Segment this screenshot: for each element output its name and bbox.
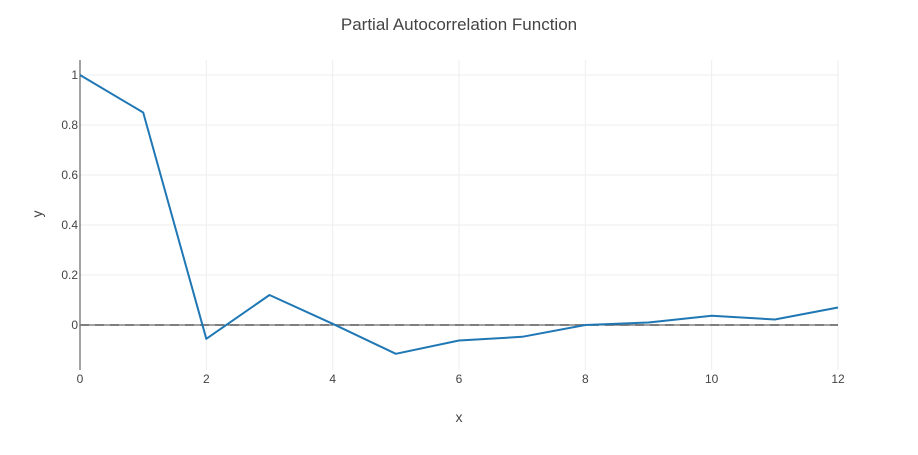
x-tick-label: 6 <box>456 372 463 386</box>
y-tick-label: 0.4 <box>61 218 78 232</box>
x-tick-label: 4 <box>329 372 336 386</box>
y-tick-label: 0.6 <box>61 168 78 182</box>
tick-labels: 0 2 4 6 8 10 12 0 0.2 0.4 0.6 0.8 1 <box>61 68 845 386</box>
x-tick-label: 12 <box>831 372 845 386</box>
y-tick-label: 0.8 <box>61 118 78 132</box>
grid-lines <box>80 60 838 370</box>
chart-title: Partial Autocorrelation Function <box>341 15 577 34</box>
y-axis-label: y <box>29 211 45 218</box>
x-tick-label: 8 <box>582 372 589 386</box>
x-axis-label: x <box>456 409 463 425</box>
x-tick-label: 0 <box>77 372 84 386</box>
y-tick-label: 0.2 <box>61 268 78 282</box>
x-tick-label: 10 <box>705 372 719 386</box>
x-tick-label: 2 <box>203 372 210 386</box>
y-tick-label: 0 <box>71 318 78 332</box>
y-tick-label: 1 <box>71 68 78 82</box>
